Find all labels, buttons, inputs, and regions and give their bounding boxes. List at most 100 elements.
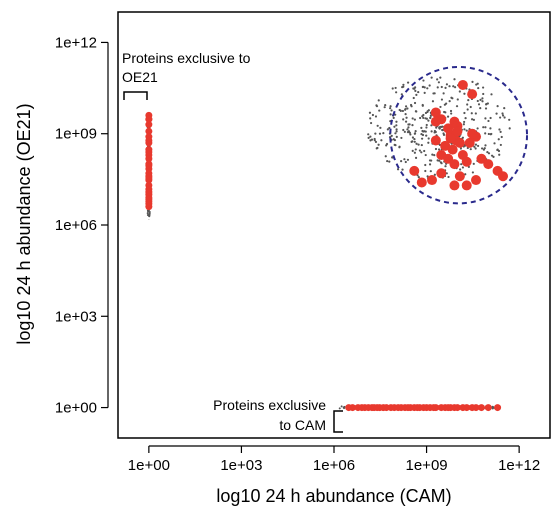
- background-point: [430, 159, 433, 162]
- background-point: [385, 144, 388, 147]
- background-point: [428, 84, 431, 87]
- background-point: [380, 139, 383, 142]
- annotation-cam-line1: Proteins exclusive: [213, 397, 326, 413]
- background-point: [492, 406, 495, 409]
- data-point: [461, 180, 472, 191]
- background-point: [368, 111, 372, 114]
- background-point: [452, 85, 455, 88]
- x-tick-label: 1e+09: [406, 457, 448, 474]
- background-point: [448, 85, 451, 88]
- background-point: [396, 168, 400, 171]
- data-point: [471, 175, 482, 186]
- background-point: [455, 105, 459, 108]
- background-point: [382, 131, 385, 135]
- background-point: [503, 116, 506, 119]
- background-point: [440, 85, 443, 89]
- data-point: [145, 127, 153, 135]
- background-point: [401, 168, 404, 171]
- data-point: [467, 89, 478, 100]
- background-point: [423, 149, 426, 153]
- background-point: [338, 407, 341, 410]
- background-point: [420, 151, 423, 154]
- background-point: [481, 100, 484, 103]
- background-point: [146, 212, 149, 215]
- background-point: [424, 130, 427, 133]
- background-point: [482, 126, 485, 129]
- background-point: [420, 133, 423, 136]
- data-point: [452, 126, 463, 137]
- background-point: [414, 89, 417, 92]
- data-point: [445, 133, 456, 144]
- background-point: [469, 105, 472, 109]
- background-point: [413, 140, 416, 143]
- background-point: [340, 405, 343, 408]
- background-point: [479, 107, 482, 110]
- background-point: [454, 86, 457, 89]
- background-point: [412, 87, 415, 90]
- background-point: [490, 93, 493, 96]
- data-point: [476, 153, 487, 164]
- background-point: [414, 156, 418, 159]
- background-point: [404, 108, 407, 111]
- background-point: [486, 150, 489, 154]
- annotation-cam-bracket: [333, 410, 343, 433]
- background-point: [425, 134, 428, 137]
- background-point: [487, 132, 490, 136]
- data-point: [454, 171, 465, 182]
- background-point: [436, 86, 439, 89]
- background-point: [421, 103, 424, 107]
- data-point: [432, 404, 440, 412]
- background-point: [388, 160, 391, 163]
- background-point: [440, 98, 444, 101]
- background-point: [406, 81, 410, 84]
- background-point: [487, 152, 491, 155]
- background-point: [413, 132, 416, 135]
- background-point: [393, 138, 397, 142]
- y-axis: 1e+00 1e+03 1e+06 1e+09 1e+12: [55, 34, 109, 417]
- x-axis-label: log10 24 h abundance (CAM): [216, 486, 451, 506]
- background-point: [386, 159, 389, 163]
- background-point: [413, 151, 416, 154]
- background-point: [489, 116, 492, 120]
- background-point: [389, 107, 392, 110]
- background-point: [394, 144, 397, 147]
- background-point: [417, 143, 420, 146]
- background-point: [501, 112, 504, 115]
- background-point: [390, 134, 393, 137]
- data-point: [477, 404, 485, 412]
- background-point: [413, 118, 416, 121]
- background-point: [418, 149, 421, 152]
- background-point: [499, 116, 502, 119]
- background-point: [429, 170, 432, 173]
- background-point: [369, 121, 373, 125]
- background-point: [411, 149, 414, 152]
- background-point: [445, 102, 448, 105]
- background-point: [439, 105, 442, 109]
- background-point: [411, 136, 415, 139]
- background-point: [424, 153, 427, 157]
- background-point: [439, 76, 442, 79]
- background-point: [461, 166, 465, 169]
- background-point: [420, 126, 423, 129]
- data-point: [449, 159, 460, 170]
- background-point: [406, 131, 410, 134]
- background-point: [438, 127, 441, 130]
- x-tick-label: 1e+03: [220, 457, 262, 474]
- data-point: [430, 135, 441, 146]
- background-point: [375, 147, 378, 150]
- background-point: [463, 120, 466, 124]
- background-point: [378, 109, 381, 112]
- background-point: [424, 111, 428, 115]
- background-point: [427, 119, 430, 122]
- background-point: [475, 83, 478, 86]
- data-point: [145, 162, 153, 170]
- data-point: [145, 148, 153, 156]
- background-point: [422, 130, 425, 133]
- background-point: [484, 117, 487, 120]
- plot-frame: [117, 11, 551, 439]
- background-point: [500, 135, 503, 139]
- background-point: [408, 131, 411, 134]
- background-point: [501, 114, 505, 117]
- background-point: [417, 90, 420, 94]
- background-point: [437, 148, 441, 151]
